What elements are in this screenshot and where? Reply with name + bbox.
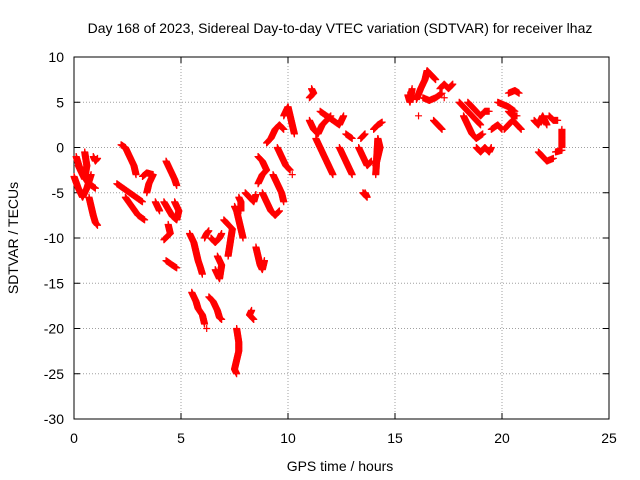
data-point: [81, 148, 89, 156]
y-tick-label: -10: [44, 230, 64, 246]
data-point: [408, 85, 416, 93]
data-point: [305, 94, 313, 102]
data-point: [218, 229, 226, 237]
y-tick-label: 5: [56, 94, 64, 110]
y-tick-label: -30: [44, 411, 64, 427]
data-point: [233, 370, 241, 378]
data-point: [554, 116, 562, 124]
data-point: [438, 89, 446, 97]
data-point: [239, 234, 247, 242]
y-axis-label: SDTVAR / TECUs: [5, 182, 21, 294]
data-point: [252, 191, 260, 199]
x-axis-label: GPS time / hours: [287, 458, 394, 474]
data-point: [156, 207, 164, 215]
data-point: [94, 221, 102, 229]
data-point: [280, 198, 288, 206]
data-point: [218, 315, 226, 323]
x-tick-label: 0: [70, 430, 78, 446]
data-point: [340, 112, 348, 120]
x-tick-label: 25: [601, 430, 617, 446]
data-point: [477, 121, 485, 129]
data-point: [440, 94, 448, 102]
data-point: [132, 171, 140, 179]
data-point: [141, 216, 149, 224]
data-point: [517, 125, 525, 133]
data-point: [558, 146, 566, 154]
data-point: [361, 130, 369, 138]
data-point: [237, 207, 245, 215]
chart-title: Day 168 of 2023, Sidereal Day-to-day VTE…: [88, 20, 593, 36]
y-tick-label: -5: [52, 185, 65, 201]
data-point: [286, 166, 294, 174]
data-point: [479, 130, 487, 138]
data-point: [513, 112, 521, 120]
data-point: [543, 121, 551, 129]
data-point: [201, 234, 209, 242]
y-tick-label: 0: [56, 140, 64, 156]
data-point: [280, 125, 288, 133]
data-point: [372, 171, 380, 179]
data-point: [415, 112, 423, 120]
data-point: [288, 171, 296, 179]
data-point: [198, 270, 206, 278]
y-tick-label: -25: [44, 366, 64, 382]
y-tick-label: -15: [44, 275, 64, 291]
data-point: [378, 118, 386, 126]
data-point: [515, 89, 523, 97]
data-point: [549, 154, 557, 162]
data-point: [449, 80, 457, 88]
data-point: [91, 184, 99, 192]
y-tick-label: -20: [44, 321, 64, 337]
data-point: [160, 236, 168, 244]
data-point: [213, 252, 221, 260]
x-tick-label: 20: [494, 430, 510, 446]
x-tick-label: 15: [387, 430, 403, 446]
data-point: [260, 257, 268, 265]
data-point: [290, 130, 298, 138]
data-point: [275, 207, 283, 215]
data-point: [143, 189, 151, 197]
data-point: [250, 315, 258, 323]
data-point: [94, 154, 102, 162]
data-point: [348, 171, 356, 179]
data-point: [203, 325, 211, 332]
data-point: [224, 252, 232, 260]
tick-marks: [73, 56, 610, 420]
data-point: [487, 144, 495, 151]
data-point: [173, 182, 181, 190]
data-point: [485, 107, 493, 115]
data-point: [201, 320, 209, 328]
data-points: [70, 67, 566, 378]
y-tick-label: 10: [48, 49, 64, 65]
data-point: [432, 76, 440, 84]
x-tick-labels: 0 5 10 15 20 25: [70, 430, 617, 446]
y-tick-labels: 10 5 0 -5 -10 -15 -20 -25 -30: [44, 49, 64, 427]
data-point: [254, 153, 262, 161]
data-point: [138, 198, 146, 206]
x-tick-label: 5: [177, 430, 185, 446]
data-point: [361, 189, 369, 197]
data-point: [329, 171, 337, 179]
data-point: [173, 264, 181, 272]
data-point: [171, 198, 179, 206]
x-tick-label: 10: [280, 430, 296, 446]
gridlines: [74, 57, 609, 419]
data-point: [438, 125, 446, 133]
data-point: [348, 134, 356, 142]
